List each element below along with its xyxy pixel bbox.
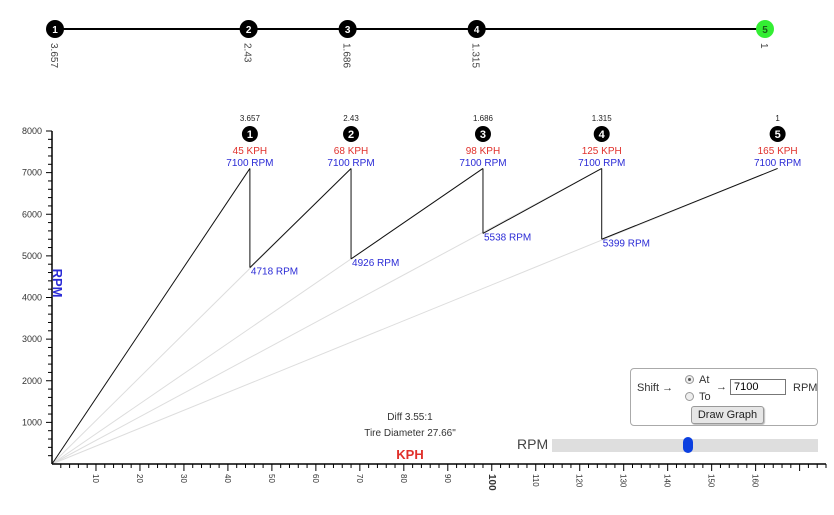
x-tick-label: 10: [91, 474, 100, 483]
shift-to-label: To: [699, 391, 711, 403]
y-tick-label: 6000: [22, 209, 42, 219]
gear-badge-number-4: 4: [599, 129, 606, 141]
x-tick-label: 110: [531, 474, 540, 487]
gear-marker-number-2: 2: [246, 25, 252, 36]
shift-speed-label-4: 125 KPH: [582, 146, 622, 157]
gear-marker-1: [46, 20, 64, 38]
gear-ratio-label-2: 2.43: [343, 114, 359, 123]
shift-speed-label-1: 45 KPH: [233, 146, 267, 157]
gear-marker-ratio-5: 1: [758, 43, 769, 49]
gear-marker-ratio-2: 2.43: [242, 43, 253, 63]
shift-rpm-label-4: 7100 RPM: [578, 158, 625, 169]
shift-arrow-icon: →: [716, 381, 727, 393]
rpm-sawtooth-series: [51, 167, 778, 465]
y-tick-label: 2000: [22, 376, 42, 386]
y-tick-label: 7000: [22, 168, 42, 178]
gear-line-2: [249, 168, 352, 268]
gear-line-3: [350, 168, 484, 260]
gear-ratio-label-4: 1.315: [592, 114, 613, 123]
gear-ratio-track: 1 3.657 2 2.43 3 1.686 4 1.315 5 1: [46, 20, 774, 68]
gear-marker-2: [239, 20, 258, 38]
gear-badge-5: [769, 126, 786, 142]
x-axis-title: KPH: [396, 447, 423, 462]
drop-rpm-label-4: 5399 RPM: [603, 238, 650, 249]
shift-rpm-label-3: 7100 RPM: [459, 158, 506, 169]
x-tick-label: 160: [751, 474, 760, 488]
gear-ratio-label-3: 1.686: [473, 114, 494, 123]
x-tick-label: 140: [663, 474, 672, 488]
x-tick-label: 20: [135, 474, 144, 483]
guide-line-gear-4: [51, 168, 602, 465]
gear-badge-number-2: 2: [348, 129, 354, 141]
gear-marker-number-3: 3: [345, 25, 351, 36]
shift-control-panel: Shift → At To → RPM Draw Graph: [630, 368, 818, 426]
gear-marker-number-1: 1: [52, 25, 58, 36]
shift-rpm-label-5: 7100 RPM: [754, 158, 801, 169]
gear-marker-number-5: 5: [762, 25, 768, 36]
drop-rpm-label-3: 5538 RPM: [484, 232, 531, 243]
shift-rpm-label-1: 7100 RPM: [226, 158, 273, 169]
rpm-slider-label: RPM: [517, 436, 549, 452]
gear-line-1: [51, 168, 251, 465]
shift-at-label: At: [699, 374, 710, 386]
x-tick-label: 80: [399, 474, 408, 483]
guide-line-gear-5: [51, 167, 778, 465]
shift-label: Shift →: [637, 382, 674, 394]
diff-label: Diff 3.55:1: [387, 412, 433, 423]
shift-rpm-input[interactable]: [730, 379, 786, 395]
y-tick-label: 4000: [22, 293, 42, 303]
tire-diameter-label: Tire Diameter 27.66": [364, 428, 456, 439]
y-tick-label: 3000: [22, 334, 42, 344]
shift-speed-label-3: 98 KPH: [466, 146, 500, 157]
gear-ratio-label-5: 1: [775, 114, 780, 123]
y-tick-label: 5000: [22, 251, 42, 261]
gear-badge-number-1: 1: [247, 129, 253, 141]
x-tick-label: 150: [707, 474, 716, 488]
x-tick-label: 50: [267, 474, 276, 483]
y-tick-label: 8000: [22, 126, 42, 136]
gear-line-4: [482, 168, 602, 234]
rpm-slider[interactable]: [552, 437, 818, 453]
x-tick-label: 30: [179, 474, 188, 483]
x-tick-label: 60: [311, 474, 320, 483]
x-tick-label: 70: [355, 474, 364, 483]
gear-marker-4: [467, 20, 486, 38]
shift-speed-label-5: 165 KPH: [758, 146, 798, 157]
shift-rpm-label-2: 7100 RPM: [327, 158, 374, 169]
x-tick-label: 130: [619, 474, 628, 488]
x-tick-label: 100: [486, 474, 497, 491]
gear-badge-2: [343, 126, 360, 142]
shift-to-radio[interactable]: [685, 392, 694, 401]
x-tick-label: 40: [223, 474, 232, 483]
gear-badge-number-3: 3: [480, 129, 486, 141]
gear-marker-3: [338, 20, 357, 38]
gear-marker-ratio-4: 1.315: [470, 43, 481, 68]
gear-marker-ratio-3: 1.686: [341, 43, 352, 68]
x-tick-label: 90: [443, 474, 452, 483]
shift-speed-label-2: 68 KPH: [334, 146, 368, 157]
rpm-unit-label: RPM: [793, 382, 818, 394]
gear-marker-number-4: 4: [474, 25, 480, 36]
rpm-slider-thumb[interactable]: [682, 437, 693, 453]
gear-line-5: [601, 167, 778, 240]
gear-badge-number-5: 5: [775, 129, 781, 141]
drop-rpm-label-2: 4926 RPM: [352, 258, 399, 269]
gear-marker-ratio-1: 3.657: [48, 43, 59, 68]
draw-graph-button[interactable]: Draw Graph: [691, 406, 764, 424]
gear-ratio-label-1: 3.657: [240, 114, 261, 123]
gear-marker-5: [756, 20, 774, 38]
y-axis-title: RPM: [50, 269, 65, 298]
chart-axes: 1000 2000 3000 4000 5000 6000 7000 8000 10 20 30 40…: [22, 126, 827, 491]
y-tick-label: 1000: [22, 417, 42, 427]
gear-badge-1: [241, 126, 258, 142]
x-tick-label: 120: [575, 474, 584, 488]
drop-rpm-label-1: 4718 RPM: [251, 267, 298, 278]
shift-at-radio[interactable]: [685, 375, 694, 384]
gear-badge-3: [474, 126, 491, 142]
gear-badge-4: [593, 126, 610, 142]
